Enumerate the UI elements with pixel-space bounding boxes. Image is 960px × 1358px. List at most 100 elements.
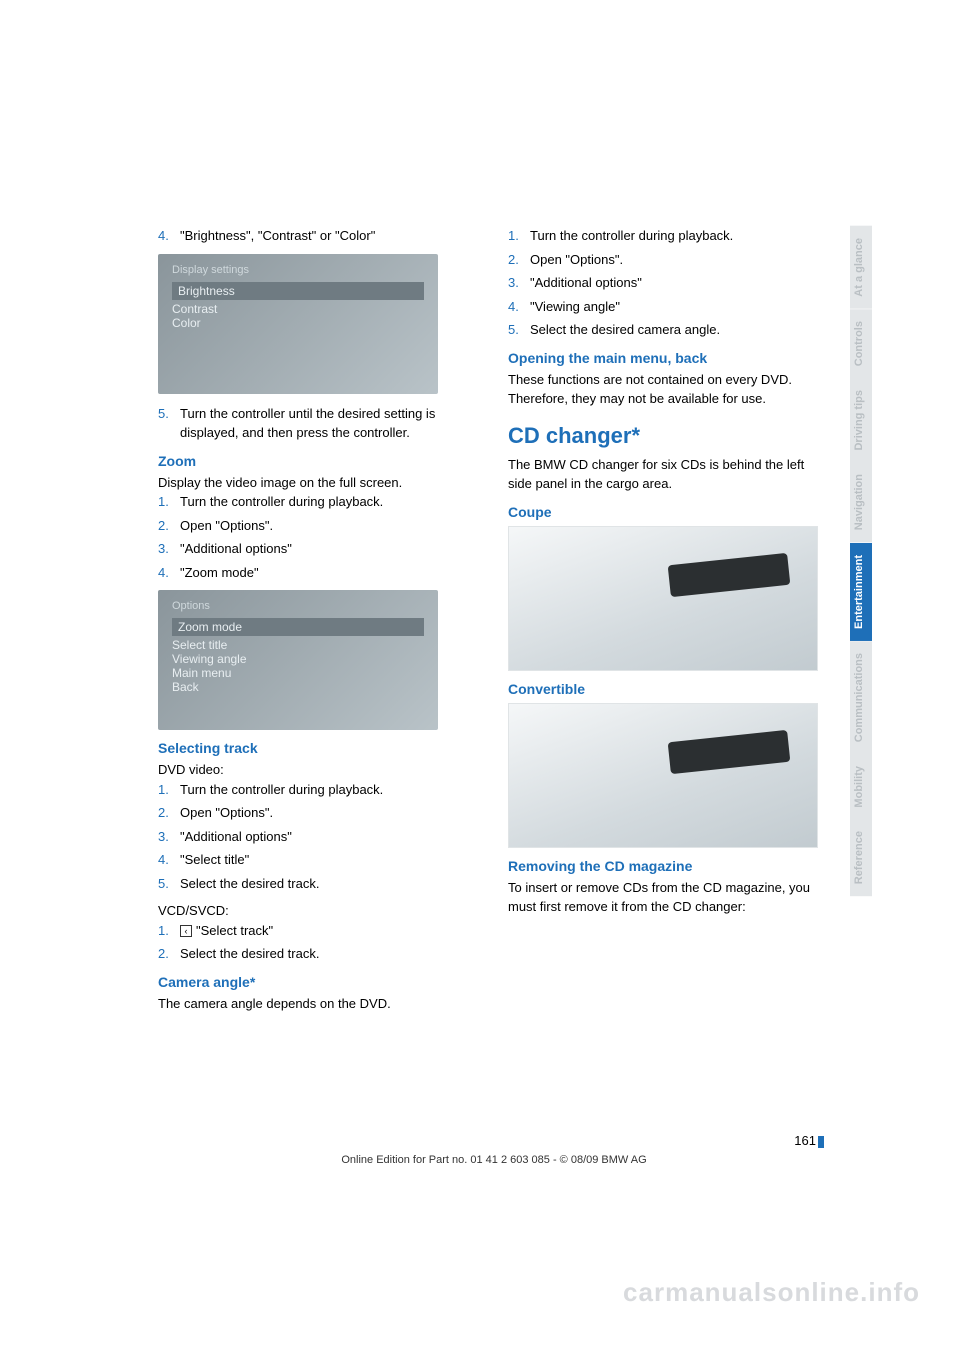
step-number: 1. <box>158 492 180 512</box>
left-column: 4. "Brightness", "Contrast" or "Color" D… <box>158 226 478 1013</box>
side-tab-at-a-glance[interactable]: At a glance <box>850 226 872 309</box>
list-item: 5.Select the desired camera angle. <box>508 320 828 340</box>
step-text: Turn the controller during playback. <box>180 492 383 512</box>
menu-item: Brightness <box>172 282 424 300</box>
illustration-coupe <box>508 526 818 671</box>
page-bar-icon <box>818 1136 824 1148</box>
step-text: Turn the controller during playback. <box>530 226 733 246</box>
step-text: "Viewing angle" <box>530 297 620 317</box>
step-text: Turn the controller until the desired se… <box>180 404 478 443</box>
list-item: 4."Select title" <box>158 850 478 870</box>
step-number: 3. <box>158 539 180 559</box>
step-list: 5. Turn the controller until the desired… <box>158 404 478 443</box>
heading-removing-cd: Removing the CD magazine <box>508 858 828 874</box>
step-number: 4. <box>158 226 180 246</box>
step-text: Open "Options". <box>180 516 273 536</box>
step-text: "Brightness", "Contrast" or "Color" <box>180 226 375 246</box>
step-list: 1.Turn the controller during playback.2.… <box>158 780 478 894</box>
footer: 161 Online Edition for Part no. 01 41 2 … <box>158 1133 830 1168</box>
right-column: 1.Turn the controller during playback.2.… <box>508 226 828 1013</box>
list-item: 2.Open "Options". <box>158 516 478 536</box>
list-item: 2.Open "Options". <box>508 250 828 270</box>
list-item: 3."Additional options" <box>158 539 478 559</box>
step-text: "Additional options" <box>180 827 292 847</box>
step-list: 4. "Brightness", "Contrast" or "Color" <box>158 226 478 246</box>
side-tab-driving-tips[interactable]: Driving tips <box>850 378 872 463</box>
step-number: 5. <box>508 320 530 340</box>
heading-opening-main-menu: Opening the main menu, back <box>508 350 828 366</box>
side-tab-navigation[interactable]: Navigation <box>850 462 872 542</box>
heading-cd-changer: CD changer* <box>508 423 828 449</box>
step-text: Select the desired track. <box>180 874 319 894</box>
heading-camera-angle: Camera angle* <box>158 974 478 990</box>
voice-icon: ‹ <box>180 925 192 937</box>
step-number: 4. <box>158 850 180 870</box>
step-text: "Additional options" <box>180 539 292 559</box>
list-item: 1.Turn the controller during playback. <box>158 780 478 800</box>
step-number: 1. <box>158 921 180 941</box>
list-item: 1.Turn the controller during playback. <box>158 492 478 512</box>
footer-line: Online Edition for Part no. 01 41 2 603 … <box>341 1154 646 1166</box>
watermark: carmanualsonline.info <box>623 1277 920 1308</box>
side-tabs: At a glanceControlsDriving tipsNavigatio… <box>850 226 872 897</box>
step-text: Open "Options". <box>180 803 273 823</box>
step-number: 2. <box>158 516 180 536</box>
screenshot-title: Display settings <box>172 264 424 276</box>
step-list: 1. ‹"Select track" 2. Select the desired… <box>158 921 478 964</box>
side-tab-mobility[interactable]: Mobility <box>850 754 872 820</box>
list-item: 4."Viewing angle" <box>508 297 828 317</box>
heading-convertible: Convertible <box>508 681 828 697</box>
step-text: "Select title" <box>180 850 249 870</box>
screenshot-display-settings: Display settings Brightness Contrast Col… <box>158 254 438 394</box>
step-text: Open "Options". <box>530 250 623 270</box>
menu-item: Contrast <box>172 302 424 316</box>
menu-item: Zoom mode <box>172 618 424 636</box>
list-item: 1. ‹"Select track" <box>158 921 478 941</box>
heading-selecting-track: Selecting track <box>158 740 478 756</box>
screenshot-title: Options <box>172 600 424 612</box>
step-number: 2. <box>158 944 180 964</box>
menu-item: Viewing angle <box>172 652 424 666</box>
step-text: "Zoom mode" <box>180 563 259 583</box>
paragraph: DVD video: <box>158 760 478 780</box>
screenshot-options: Options Zoom mode Select title Viewing a… <box>158 590 438 730</box>
step-number: 2. <box>158 803 180 823</box>
step-number: 3. <box>508 273 530 293</box>
step-text: Select the desired camera angle. <box>530 320 720 340</box>
paragraph: To insert or remove CDs from the CD maga… <box>508 878 828 917</box>
list-item: 3."Additional options" <box>158 827 478 847</box>
menu-item: Color <box>172 316 424 330</box>
list-item: 5.Select the desired track. <box>158 874 478 894</box>
side-tab-reference[interactable]: Reference <box>850 819 872 896</box>
menu-item: Select title <box>172 638 424 652</box>
step-number: 1. <box>158 780 180 800</box>
paragraph: The BMW CD changer for six CDs is behind… <box>508 455 828 494</box>
step-text: Select the desired track. <box>180 944 319 964</box>
step-text: Turn the controller during playback. <box>180 780 383 800</box>
page: 4. "Brightness", "Contrast" or "Color" D… <box>0 0 960 1358</box>
list-item: 4."Zoom mode" <box>158 563 478 583</box>
step-list: 1.Turn the controller during playback.2.… <box>158 492 478 582</box>
content-columns: 4. "Brightness", "Contrast" or "Color" D… <box>158 226 830 1013</box>
list-item: 2.Open "Options". <box>158 803 478 823</box>
heading-zoom: Zoom <box>158 453 478 469</box>
side-tab-entertainment[interactable]: Entertainment <box>850 543 872 641</box>
step-number: 3. <box>158 827 180 847</box>
side-tab-controls[interactable]: Controls <box>850 309 872 378</box>
list-item: 5. Turn the controller until the desired… <box>158 404 478 443</box>
step-number: 5. <box>158 874 180 894</box>
step-number: 4. <box>158 563 180 583</box>
step-list: 1.Turn the controller during playback.2.… <box>508 226 828 340</box>
side-tab-communications[interactable]: Communications <box>850 641 872 754</box>
step-number: 2. <box>508 250 530 270</box>
heading-coupe: Coupe <box>508 504 828 520</box>
list-item: 3."Additional options" <box>508 273 828 293</box>
menu-item: Main menu <box>172 666 424 680</box>
list-item: 4. "Brightness", "Contrast" or "Color" <box>158 226 478 246</box>
step-number: 1. <box>508 226 530 246</box>
paragraph: The camera angle depends on the DVD. <box>158 994 478 1014</box>
list-item: 1.Turn the controller during playback. <box>508 226 828 246</box>
menu-item: Back <box>172 680 424 694</box>
paragraph: These functions are not contained on eve… <box>508 370 828 409</box>
step-number: 5. <box>158 404 180 443</box>
